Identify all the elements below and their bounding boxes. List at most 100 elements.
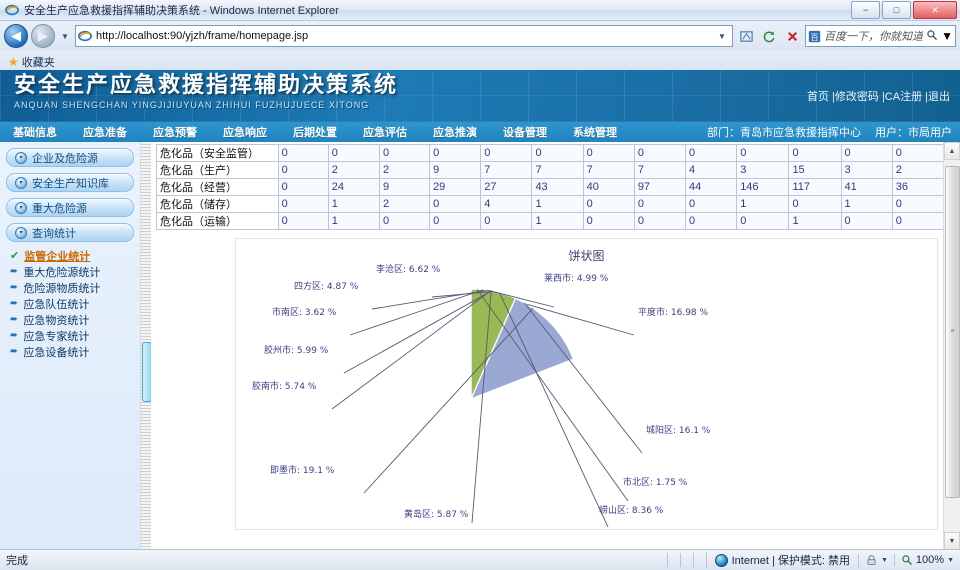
favorites-label: 收藏夹: [21, 57, 55, 69]
arrow-icon: ➨: [10, 314, 19, 325]
search-input[interactable]: 百度一下，你就知道: [824, 31, 923, 43]
window-title: 安全生产应急救援指挥辅助决策系统 - Windows Internet Expl…: [24, 5, 339, 17]
app-logo: 安全生产应急救援指挥辅助决策系统 ANQUAN SHENGCHAN YINGJI…: [14, 73, 398, 110]
main-nav: 基础信息 应急准备 应急预警 应急响应 后期处置 应急评估 应急推演 设备管理 …: [0, 122, 960, 142]
nav-item-6[interactable]: 应急推演: [433, 127, 477, 139]
compatibility-view-icon[interactable]: [736, 26, 756, 46]
url-text: http://localhost:90/yjzh/frame/homepage.…: [96, 30, 309, 42]
cell-1-6: 7: [582, 161, 635, 179]
page-favicon-icon: [78, 30, 92, 42]
cell-0-9: 0: [736, 144, 790, 162]
sidebar-item-major-hazard[interactable]: ➨ 重大危险源统计: [10, 264, 140, 280]
maximize-button[interactable]: □: [882, 1, 911, 19]
pie-leader-line: [363, 307, 534, 494]
sidebar-item-supervised-enterprise[interactable]: ✔ 监管企业统计: [10, 248, 140, 264]
scroll-thumb[interactable]: ≡: [945, 166, 960, 498]
scroll-down-arrow[interactable]: ▼: [944, 532, 960, 550]
pie-leader-line: [471, 290, 492, 524]
cell-1-2: 2: [378, 161, 431, 179]
sidebar-group-enterprise[interactable]: ▾ 企业及危险源: [6, 148, 134, 167]
sidebar-item-emergency-team[interactable]: ➨ 应急队伍统计: [10, 296, 140, 312]
cell-3-4: 4: [480, 195, 533, 213]
content-scrollbar[interactable]: ▲ ≡ ▼: [943, 142, 960, 550]
top-links-text[interactable]: 首页 |修改密码 |CA注册 |退出: [806, 91, 950, 103]
cell-1-1: 2: [327, 161, 380, 179]
url-dropdown-icon[interactable]: ▼: [718, 31, 726, 41]
pie-chart-panel: 饼状图 莱西市: 4.99 % 平度市: 16.98 % 城阳区: 16.1 %…: [235, 238, 938, 530]
cell-1-7: 7: [633, 161, 687, 179]
sidebar-item-emergency-expert[interactable]: ➨ 应急专家统计: [10, 328, 140, 344]
cell-3-5: 1: [531, 195, 584, 213]
status-text: 完成: [6, 555, 28, 567]
nav-item-8[interactable]: 系统管理: [573, 127, 617, 139]
window-controls: − □ ✕: [851, 1, 957, 19]
cell-1-0: 0: [277, 161, 329, 179]
row-label-1: 危化品（生产）: [156, 161, 279, 179]
cell-1-9: 3: [736, 161, 790, 179]
cell-0-10: 0: [788, 144, 842, 162]
zoom-control[interactable]: 100% ▼: [893, 554, 960, 566]
pie-label-jinan: 胶南市: 5.74 %: [252, 382, 317, 392]
nav-item-1[interactable]: 应急准备: [83, 127, 127, 139]
pie-leader-line: [476, 288, 629, 502]
sidebar-item-label-6: 应急设备统计: [23, 347, 90, 359]
forward-button[interactable]: ▶: [31, 24, 55, 48]
search-icon[interactable]: [926, 29, 938, 44]
security-zone[interactable]: Internet | 保护模式: 禁用: [705, 552, 858, 568]
sidebar-splitter[interactable]: [140, 142, 152, 550]
nav-item-4[interactable]: 后期处置: [293, 127, 337, 139]
zoom-caret-icon[interactable]: ▼: [947, 556, 954, 564]
sidebar-group-knowledge[interactable]: ▾ 安全生产知识库: [6, 173, 134, 192]
refresh-icon[interactable]: [759, 26, 779, 46]
scroll-grip-icon: ≡: [950, 328, 955, 335]
pie-label-jiaozhou: 胶州市: 5.99 %: [264, 346, 329, 356]
cell-0-11: 0: [840, 144, 893, 162]
url-bar[interactable]: http://localhost:90/yjzh/frame/homepage.…: [75, 25, 733, 47]
cell-4-9: 0: [736, 212, 790, 230]
sidebar-item-hazard-substance[interactable]: ➨ 危险源物质统计: [10, 280, 140, 296]
table-row: 危化品（运输） 0 1 0 0 0 1 0 0 0 0: [156, 212, 944, 230]
cell-2-10: 117: [788, 178, 842, 196]
sidebar-item-emergency-equipment[interactable]: ➨ 应急设备统计: [10, 344, 140, 360]
sidebar: ▾ 企业及危险源 ▾ 安全生产知识库 ▾ 重大危险源 ▾ 查询统计: [0, 142, 140, 550]
nav-item-0[interactable]: 基础信息: [13, 127, 57, 139]
nav-item-7[interactable]: 设备管理: [503, 127, 547, 139]
pie-label-licang: 李沧区: 6.62 %: [376, 265, 441, 275]
cell-3-7: 0: [633, 195, 687, 213]
cell-3-6: 0: [582, 195, 635, 213]
cell-1-10: 15: [788, 161, 842, 179]
privacy-indicator[interactable]: ▼: [857, 553, 894, 567]
sidebar-group-hazard[interactable]: ▾ 重大危险源: [6, 198, 134, 217]
cell-3-11: 1: [840, 195, 893, 213]
sidebar-item-emergency-material[interactable]: ➨ 应急物资统计: [10, 312, 140, 328]
cell-3-10: 0: [788, 195, 842, 213]
sidebar-group-statistics[interactable]: ▾ 查询统计: [6, 223, 134, 242]
search-box[interactable]: 百 百度一下，你就知道 ▼: [805, 25, 956, 47]
nav-item-2[interactable]: 应急预警: [153, 127, 197, 139]
stop-icon[interactable]: [782, 26, 802, 46]
minimize-button[interactable]: −: [851, 1, 880, 19]
page-body: ▾ 企业及危险源 ▾ 安全生产知识库 ▾ 重大危险源 ▾ 查询统计: [0, 142, 960, 550]
cell-2-5: 43: [531, 178, 584, 196]
favorites-button[interactable]: ★ 收藏夹: [4, 54, 59, 70]
pie-label-chengyang: 城阳区: 16.1 %: [646, 426, 711, 436]
privacy-caret-icon[interactable]: ▼: [880, 556, 888, 564]
cell-1-5: 7: [531, 161, 584, 179]
cell-1-12: 2: [891, 161, 944, 179]
cell-2-9: 146: [736, 178, 790, 196]
sidebar-item-label-4: 应急物资统计: [23, 315, 90, 327]
chevron-circle-icon: ▾: [15, 201, 27, 214]
search-dropdown-icon[interactable]: ▼: [941, 29, 953, 43]
scroll-up-arrow[interactable]: ▲: [944, 142, 960, 160]
close-button[interactable]: ✕: [913, 1, 957, 19]
history-dropdown-icon[interactable]: ▼: [61, 31, 69, 41]
cell-4-2: 0: [378, 212, 431, 230]
top-links[interactable]: 首页 |修改密码 |CA注册 |退出: [807, 88, 950, 104]
nav-item-5[interactable]: 应急评估: [363, 127, 407, 139]
back-button[interactable]: ◀: [4, 24, 28, 48]
cell-4-8: 0: [684, 212, 738, 230]
chevron-circle-icon: ▾: [15, 176, 27, 189]
sidebar-item-label-5: 应急专家统计: [23, 331, 90, 343]
cell-4-3: 0: [429, 212, 482, 230]
nav-item-3[interactable]: 应急响应: [223, 127, 267, 139]
